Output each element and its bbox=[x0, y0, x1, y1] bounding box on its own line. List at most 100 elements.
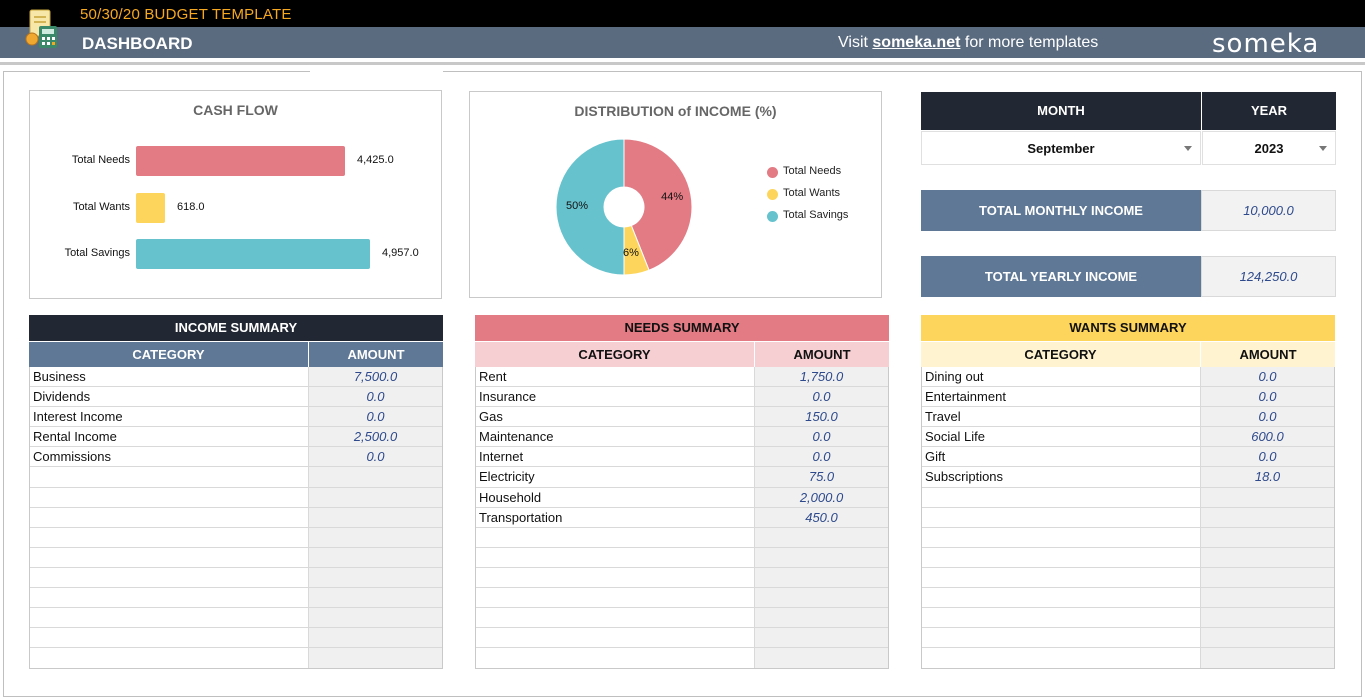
category-cell[interactable] bbox=[922, 567, 1201, 588]
category-cell[interactable]: Dining out bbox=[922, 367, 1201, 387]
category-cell[interactable]: Commissions bbox=[30, 447, 309, 467]
amount-cell bbox=[309, 467, 442, 487]
table-row bbox=[922, 648, 1334, 669]
category-cell[interactable] bbox=[30, 628, 309, 648]
category-cell[interactable] bbox=[30, 487, 309, 507]
category-column-header: CATEGORY bbox=[475, 342, 755, 367]
amount-cell: 2,000.0 bbox=[755, 487, 888, 507]
category-cell[interactable] bbox=[922, 547, 1201, 567]
category-cell[interactable] bbox=[30, 507, 309, 527]
yearly-income-value: 124,250.0 bbox=[1201, 256, 1336, 297]
category-cell[interactable]: Insurance bbox=[476, 387, 755, 407]
category-cell[interactable] bbox=[476, 588, 755, 608]
category-cell[interactable] bbox=[476, 567, 755, 588]
table-header-row: CATEGORY AMOUNT bbox=[475, 341, 889, 367]
category-cell[interactable] bbox=[30, 588, 309, 608]
someka-link[interactable]: someka.net bbox=[872, 34, 961, 51]
category-cell[interactable]: Travel bbox=[922, 407, 1201, 427]
amount-cell: 150.0 bbox=[755, 407, 888, 427]
amount-cell: 18.0 bbox=[1201, 467, 1334, 487]
month-select[interactable]: September bbox=[921, 131, 1201, 165]
pie-slice-total-savings bbox=[555, 138, 625, 276]
bar-value-label: 4,425.0 bbox=[357, 154, 394, 166]
bar-total-needs bbox=[136, 146, 345, 176]
category-cell[interactable] bbox=[922, 648, 1201, 669]
table-row: Transportation 450.0 bbox=[476, 507, 888, 528]
category-cell[interactable] bbox=[476, 527, 755, 547]
table-body: Rent 1,750.0 Insurance 0.0 Gas 150.0 Maintenan… bbox=[475, 367, 889, 670]
category-cell[interactable] bbox=[922, 628, 1201, 648]
amount-cell bbox=[309, 567, 442, 588]
category-cell[interactable]: Interest Income bbox=[30, 407, 309, 427]
table-row: Dining out 0.0 bbox=[922, 367, 1334, 388]
year-value: 2023 bbox=[1254, 141, 1284, 156]
wants-summary-title: WANTS SUMMARY bbox=[921, 315, 1335, 341]
category-cell[interactable] bbox=[30, 527, 309, 547]
category-cell[interactable] bbox=[30, 547, 309, 567]
amount-cell: 0.0 bbox=[755, 387, 888, 407]
table-row bbox=[30, 467, 442, 488]
category-cell[interactable] bbox=[922, 527, 1201, 547]
category-cell[interactable] bbox=[30, 608, 309, 628]
year-select[interactable]: 2023 bbox=[1202, 131, 1336, 165]
amount-cell: 0.0 bbox=[309, 387, 442, 407]
category-cell[interactable]: Social Life bbox=[922, 427, 1201, 447]
table-row bbox=[922, 628, 1334, 649]
category-cell[interactable] bbox=[30, 467, 309, 487]
category-cell[interactable] bbox=[476, 608, 755, 628]
category-cell[interactable]: Electricity bbox=[476, 467, 755, 487]
top-bar bbox=[0, 0, 1365, 27]
category-cell[interactable] bbox=[922, 507, 1201, 527]
amount-cell: 2,500.0 bbox=[309, 427, 442, 447]
amount-cell bbox=[755, 648, 888, 669]
legend-label: Total Savings bbox=[783, 209, 849, 221]
frame-gap bbox=[310, 68, 443, 74]
pie-value-label: 44% bbox=[661, 191, 684, 203]
legend-item: Total Wants bbox=[767, 187, 840, 200]
category-cell[interactable]: Business bbox=[30, 367, 309, 387]
chevron-down-icon[interactable] bbox=[1184, 146, 1192, 151]
category-cell[interactable] bbox=[922, 487, 1201, 507]
amount-cell bbox=[309, 588, 442, 608]
amount-cell: 75.0 bbox=[755, 467, 888, 487]
amount-column-header: AMOUNT bbox=[1239, 347, 1297, 362]
category-cell[interactable]: Maintenance bbox=[476, 427, 755, 447]
table-row bbox=[922, 608, 1334, 629]
category-cell[interactable]: Gas bbox=[476, 407, 755, 427]
amount-cell bbox=[309, 487, 442, 507]
category-cell[interactable] bbox=[922, 608, 1201, 628]
category-cell[interactable]: Gift bbox=[922, 447, 1201, 467]
brand-logo[interactable]: someka bbox=[1212, 29, 1320, 59]
category-cell[interactable]: Internet bbox=[476, 447, 755, 467]
category-cell[interactable] bbox=[30, 567, 309, 588]
category-column-header: CATEGORY bbox=[29, 342, 309, 367]
category-cell[interactable] bbox=[922, 588, 1201, 608]
category-cell[interactable]: Rent bbox=[476, 367, 755, 387]
category-cell[interactable]: Household bbox=[476, 487, 755, 507]
category-cell[interactable] bbox=[476, 648, 755, 669]
category-cell[interactable] bbox=[476, 547, 755, 567]
category-cell[interactable]: Transportation bbox=[476, 507, 755, 527]
table-row: Maintenance 0.0 bbox=[476, 427, 888, 448]
table-row bbox=[30, 527, 442, 548]
legend-swatch bbox=[767, 167, 778, 178]
table-row: Insurance 0.0 bbox=[476, 387, 888, 408]
table-body: Dining out 0.0 Entertainment 0.0 Travel 0.0 So… bbox=[921, 367, 1335, 670]
category-cell[interactable] bbox=[30, 648, 309, 669]
page-title: DASHBOARD bbox=[82, 34, 193, 53]
table-row bbox=[922, 527, 1334, 548]
category-cell[interactable]: Rental Income bbox=[30, 427, 309, 447]
category-cell[interactable]: Dividends bbox=[30, 387, 309, 407]
table-row bbox=[922, 487, 1334, 508]
table-row: Electricity 75.0 bbox=[476, 467, 888, 488]
category-cell[interactable] bbox=[476, 628, 755, 648]
needs-summary-table: NEEDS SUMMARY CATEGORY AMOUNT Rent 1,750.0 In… bbox=[475, 315, 889, 670]
amount-cell: 0.0 bbox=[1201, 367, 1334, 387]
category-cell[interactable]: Entertainment bbox=[922, 387, 1201, 407]
category-cell[interactable]: Subscriptions bbox=[922, 467, 1201, 487]
amount-cell: 1,750.0 bbox=[755, 367, 888, 387]
chevron-down-icon[interactable] bbox=[1319, 146, 1327, 151]
table-row: Social Life 600.0 bbox=[922, 427, 1334, 448]
amount-cell bbox=[755, 527, 888, 547]
amount-cell bbox=[309, 547, 442, 567]
